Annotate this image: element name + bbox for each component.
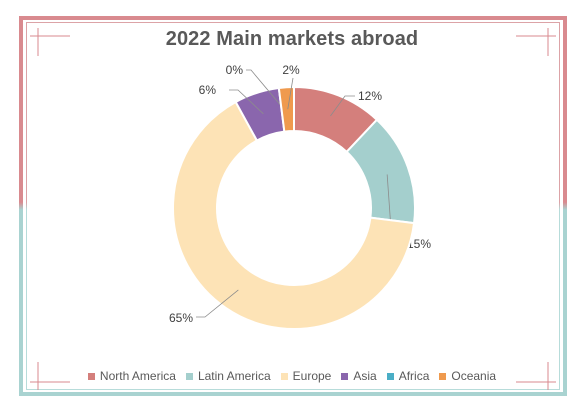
legend-item-north-america: North America bbox=[87, 369, 176, 383]
legend-label-africa: Africa bbox=[398, 369, 430, 383]
chart-title: 2022 Main markets abroad bbox=[165, 28, 419, 50]
legend-swatch-north-america bbox=[87, 372, 95, 380]
data-label-africa: 0% bbox=[226, 63, 244, 77]
leader-line-oceania bbox=[287, 77, 294, 110]
donut-slice-europe bbox=[172, 100, 416, 330]
leader-line-europe bbox=[196, 289, 239, 318]
legend-label-europe: Europe bbox=[292, 369, 332, 383]
legend-swatch-latin-america bbox=[185, 372, 193, 380]
legend-label-oceania: Oceania bbox=[451, 369, 497, 383]
donut-slice-oceania bbox=[277, 85, 295, 133]
legend-item-oceania: Oceania bbox=[439, 369, 496, 383]
data-label-latin-america: 15% bbox=[407, 237, 431, 251]
leader-line-asia bbox=[229, 89, 264, 115]
data-label-oceania: 2% bbox=[282, 63, 300, 77]
legend-item-africa: Africa bbox=[386, 369, 430, 383]
legend-item-europe: Europe bbox=[280, 369, 332, 383]
legend-item-latin-america: Latin America bbox=[185, 369, 271, 383]
legend-swatch-oceania bbox=[439, 372, 447, 380]
legend-label-asia: Asia bbox=[353, 369, 377, 383]
legend-label-north-america: North America bbox=[99, 369, 176, 383]
legend-swatch-africa bbox=[386, 372, 394, 380]
data-label-north-america: 12% bbox=[358, 89, 382, 103]
legend-label-latin-america: Latin America bbox=[197, 369, 271, 383]
legend-swatch-asia bbox=[341, 372, 349, 380]
leader-line-africa bbox=[246, 69, 282, 107]
leader-line-north-america bbox=[330, 95, 355, 117]
data-label-asia: 6% bbox=[199, 83, 217, 97]
data-label-europe: 65% bbox=[169, 311, 193, 325]
legend-item-asia: Asia bbox=[341, 369, 377, 383]
chart-legend: North America Latin America Europe Asia Afri… bbox=[0, 369, 584, 383]
legend-swatch-europe bbox=[280, 372, 288, 380]
